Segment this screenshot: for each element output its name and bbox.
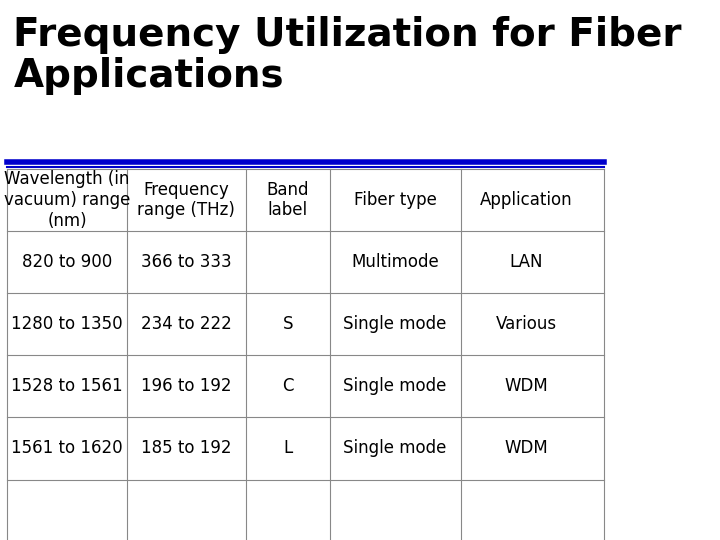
Text: Single mode: Single mode xyxy=(343,440,447,457)
Text: Various: Various xyxy=(496,315,557,333)
Text: S: S xyxy=(282,315,293,333)
Text: Band
label: Band label xyxy=(266,181,309,219)
Text: Frequency
range (THz): Frequency range (THz) xyxy=(138,181,235,219)
Text: Multimode: Multimode xyxy=(351,253,439,271)
Text: Single mode: Single mode xyxy=(343,315,447,333)
Text: Frequency Utilization for Fiber
Applications: Frequency Utilization for Fiber Applicat… xyxy=(14,16,682,95)
Text: WDM: WDM xyxy=(505,377,548,395)
Text: L: L xyxy=(283,440,292,457)
Text: C: C xyxy=(282,377,294,395)
Text: 185 to 192: 185 to 192 xyxy=(141,440,232,457)
Text: Wavelength (in
vacuum) range
(nm): Wavelength (in vacuum) range (nm) xyxy=(4,170,130,230)
Text: LAN: LAN xyxy=(510,253,543,271)
Text: 1280 to 1350: 1280 to 1350 xyxy=(12,315,123,333)
Text: Single mode: Single mode xyxy=(343,377,447,395)
Text: Fiber type: Fiber type xyxy=(354,191,436,209)
Text: 820 to 900: 820 to 900 xyxy=(22,253,112,271)
Text: 1528 to 1561: 1528 to 1561 xyxy=(12,377,123,395)
Text: 1561 to 1620: 1561 to 1620 xyxy=(12,440,123,457)
Text: 366 to 333: 366 to 333 xyxy=(141,253,232,271)
Text: Application: Application xyxy=(480,191,572,209)
Text: WDM: WDM xyxy=(505,440,548,457)
Text: 234 to 222: 234 to 222 xyxy=(141,315,232,333)
Text: 196 to 192: 196 to 192 xyxy=(141,377,232,395)
